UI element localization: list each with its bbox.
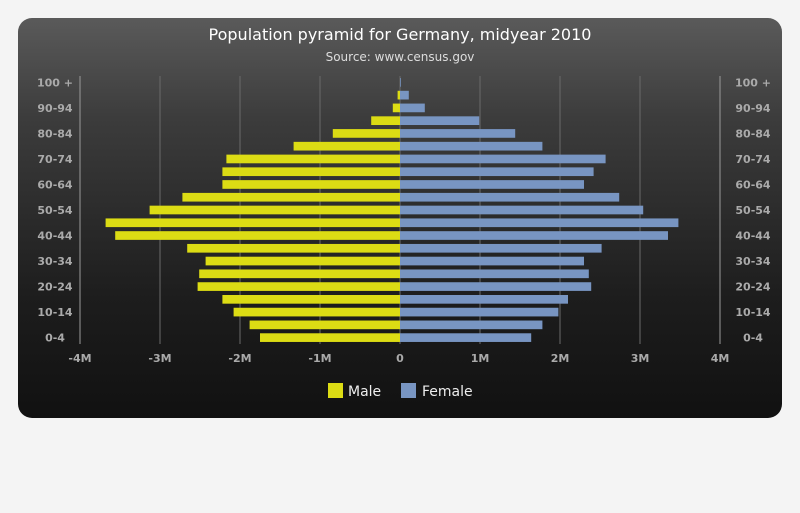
bar-male-3[interactable] <box>222 294 400 304</box>
bar-female-3[interactable] <box>400 294 568 304</box>
bar-female-13[interactable] <box>400 167 594 177</box>
category-label-left: 10-14 <box>37 306 73 319</box>
bar-male-4[interactable] <box>197 282 400 291</box>
category-label-left: 70-74 <box>37 153 73 166</box>
bar-female-8[interactable] <box>400 231 668 240</box>
x-tick-labels: -4M -3M -2M -1M 0 1M 2M 3M 4M <box>68 352 729 365</box>
category-label-right: 0-4 <box>743 332 763 345</box>
bar-male-10[interactable] <box>149 205 400 215</box>
category-label-left: 80-84 <box>37 127 73 140</box>
bar-male-8[interactable] <box>115 231 400 240</box>
bar-male-15[interactable] <box>293 141 400 151</box>
bar-female-9[interactable] <box>400 218 679 228</box>
legend-swatch-female[interactable] <box>401 383 416 398</box>
bars <box>105 78 679 342</box>
bar-male-19[interactable] <box>397 90 400 100</box>
bar-female-17[interactable] <box>400 116 480 126</box>
category-label-right: 60-64 <box>735 178 771 191</box>
x-tick-label: 3M <box>631 352 650 365</box>
bar-female-20[interactable] <box>400 78 401 87</box>
bar-female-10[interactable] <box>400 205 644 215</box>
legend-label-female[interactable]: Female <box>422 384 473 400</box>
chart-title: Population pyramid for Germany, midyear … <box>209 25 592 44</box>
x-tick-label: 4M <box>711 352 730 365</box>
category-label-left: 30-34 <box>37 255 73 268</box>
bar-female-16[interactable] <box>400 129 516 138</box>
bar-male-16[interactable] <box>332 129 400 138</box>
bar-male-7[interactable] <box>187 243 400 253</box>
bar-male-14[interactable] <box>226 154 400 164</box>
bar-female-19[interactable] <box>400 90 409 100</box>
x-tick-label: -1M <box>308 352 331 365</box>
bar-male-9[interactable] <box>105 218 400 228</box>
bar-male-13[interactable] <box>222 167 400 177</box>
bar-female-12[interactable] <box>400 180 584 189</box>
bar-male-18[interactable] <box>392 103 400 113</box>
x-tick-label: -4M <box>68 352 91 365</box>
bar-female-1[interactable] <box>400 320 543 330</box>
category-label-left: 0-4 <box>45 332 65 345</box>
x-tick-label: -3M <box>148 352 171 365</box>
bar-female-11[interactable] <box>400 192 620 202</box>
category-label-left: 20-24 <box>37 281 73 294</box>
category-label-left: 40-44 <box>37 230 73 243</box>
category-label-right: 100 + <box>735 76 771 89</box>
category-label-right: 90-94 <box>735 102 771 115</box>
bar-male-1[interactable] <box>249 320 400 330</box>
category-label-right: 10-14 <box>735 306 771 319</box>
x-tick-label: 2M <box>551 352 570 365</box>
legend-label-male[interactable]: Male <box>348 384 381 400</box>
x-tick-label: 0 <box>396 352 404 365</box>
bar-male-11[interactable] <box>182 192 400 202</box>
legend-swatch-male[interactable] <box>328 383 343 398</box>
category-label-left: 50-54 <box>37 204 73 217</box>
bar-female-2[interactable] <box>400 307 559 317</box>
bar-male-5[interactable] <box>199 269 400 279</box>
legend: Male Female <box>328 383 473 400</box>
bar-male-17[interactable] <box>371 116 400 126</box>
bar-male-0[interactable] <box>260 333 400 342</box>
chart-panel: Population pyramid for Germany, midyear … <box>18 18 782 418</box>
bar-male-12[interactable] <box>222 180 400 189</box>
bar-female-4[interactable] <box>400 282 592 291</box>
bar-male-6[interactable] <box>205 256 400 266</box>
population-pyramid-chart: Population pyramid for Germany, midyear … <box>37 25 771 400</box>
bar-female-15[interactable] <box>400 141 543 151</box>
category-label-right: 40-44 <box>735 230 771 243</box>
bar-female-14[interactable] <box>400 154 606 164</box>
chart-subtitle: Source: www.census.gov <box>326 50 475 64</box>
bar-female-0[interactable] <box>400 333 532 342</box>
category-label-left: 100 + <box>37 76 73 89</box>
category-label-left: 90-94 <box>37 102 73 115</box>
bar-female-6[interactable] <box>400 256 584 266</box>
category-label-right: 50-54 <box>735 204 771 217</box>
category-label-right: 80-84 <box>735 127 771 140</box>
bar-female-7[interactable] <box>400 243 602 253</box>
bar-male-2[interactable] <box>233 307 400 317</box>
category-label-right: 70-74 <box>735 153 771 166</box>
category-label-left: 60-64 <box>37 178 73 191</box>
x-tick-label: -2M <box>228 352 251 365</box>
bar-female-5[interactable] <box>400 269 589 279</box>
category-labels: 0-4 0-4 10-14 10-14 20-24 20-24 30-34 30-34 40-4… <box>37 76 771 344</box>
category-label-right: 30-34 <box>735 255 771 268</box>
category-label-right: 20-24 <box>735 281 771 294</box>
x-tick-label: 1M <box>471 352 490 365</box>
bar-female-18[interactable] <box>400 103 425 113</box>
